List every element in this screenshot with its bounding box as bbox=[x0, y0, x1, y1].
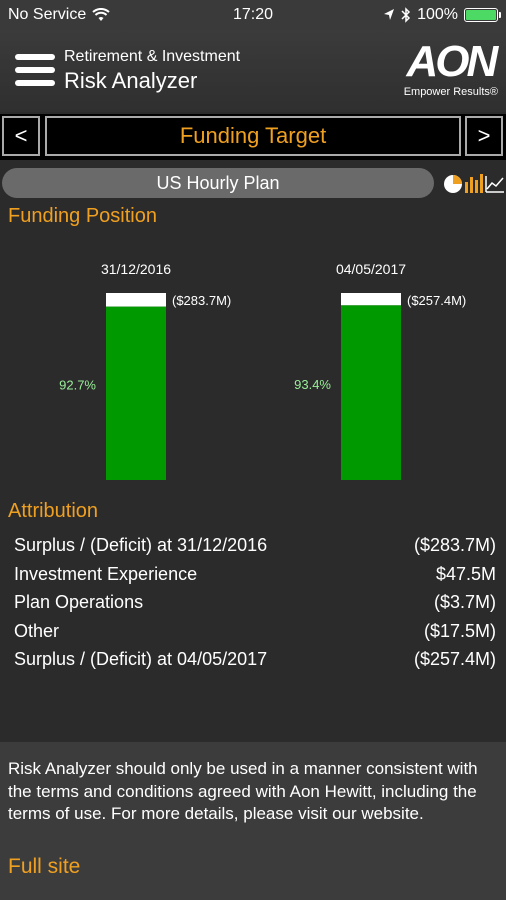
chart-type-icons[interactable] bbox=[442, 168, 506, 198]
full-site-link[interactable]: Full site bbox=[8, 855, 81, 878]
attribution-value: ($3.7M) bbox=[433, 592, 496, 612]
attribution-label: Other bbox=[14, 620, 60, 641]
attribution-label: Surplus / (Deficit) at 04/05/2017 bbox=[14, 649, 268, 669]
logo-wordmark: AON bbox=[406, 37, 498, 86]
attribution-label: Plan Operations bbox=[14, 592, 144, 612]
wifi-icon bbox=[92, 8, 110, 21]
app-title: Risk Analyzer bbox=[64, 68, 198, 93]
logo-tagline: Empower Results® bbox=[403, 86, 498, 98]
funded-percent-label: 92.7% bbox=[59, 378, 96, 393]
disclaimer-text: Risk Analyzer should only be used in a m… bbox=[8, 759, 478, 823]
plan-selector[interactable]: US Hourly Plan bbox=[2, 168, 434, 198]
funded-bar bbox=[341, 305, 401, 480]
attribution-value: ($283.7M) bbox=[413, 535, 496, 555]
attribution-label: Investment Experience bbox=[14, 563, 198, 584]
menu-bar-icon bbox=[15, 54, 55, 60]
pie-chart-icon[interactable] bbox=[444, 175, 462, 193]
attribution-value: ($257.4M) bbox=[413, 649, 496, 669]
app-header: Retirement & Investment Risk Analyzer AO… bbox=[0, 30, 506, 112]
page-navigation: < Funding Target > bbox=[0, 114, 506, 160]
funding-position-chart: 31/12/2016 ($283.7M) 92.7% 04/05/2017 ($257.… bbox=[59, 261, 466, 480]
battery-icon bbox=[464, 8, 501, 22]
attribution-row: Plan Operations ($3.7M) bbox=[14, 592, 496, 618]
attribution-row: Surplus / (Deficit) at 31/12/2016 ($283.7… bbox=[14, 535, 496, 561]
menu-bar-icon bbox=[15, 67, 55, 73]
disclaimer-panel: Risk Analyzer should only be used in a m… bbox=[0, 742, 506, 900]
battery-percent: 100% bbox=[417, 6, 458, 23]
attribution-row: Investment Experience $47.5M bbox=[14, 564, 496, 590]
bluetooth-icon bbox=[401, 7, 411, 23]
bar-chart-icon[interactable] bbox=[465, 174, 483, 193]
menu-bar-icon bbox=[15, 80, 55, 86]
attribution-value: ($17.5M) bbox=[423, 620, 496, 641]
attribution-value: $47.5M bbox=[435, 563, 496, 584]
line-chart-icon[interactable] bbox=[485, 176, 504, 193]
x-category-label: 31/12/2016 bbox=[101, 261, 171, 277]
x-category-label: 04/05/2017 bbox=[336, 261, 406, 277]
funding-position-title: Funding Position bbox=[8, 205, 157, 227]
next-page-button[interactable]: > bbox=[465, 116, 503, 156]
hamburger-menu-button[interactable] bbox=[15, 54, 55, 86]
attribution-row: Other ($17.5M) bbox=[14, 621, 496, 647]
app-subtitle: Retirement & Investment bbox=[64, 48, 241, 65]
aon-logo: AON Empower Results® bbox=[403, 37, 499, 99]
deficit-bar bbox=[341, 293, 401, 306]
deficit-bar bbox=[106, 293, 166, 307]
status-bar: No Service 17:20 100% bbox=[0, 0, 506, 30]
carrier-label: No Service bbox=[8, 6, 87, 23]
page-title: Funding Target bbox=[45, 116, 461, 156]
deficit-data-label: ($257.4M) bbox=[407, 293, 466, 308]
attribution-label: Surplus / (Deficit) at 31/12/2016 bbox=[14, 535, 268, 555]
attribution-row: Surplus / (Deficit) at 04/05/2017 ($257.4… bbox=[14, 649, 496, 675]
previous-page-button[interactable]: < bbox=[2, 116, 40, 156]
funded-percent-label: 93.4% bbox=[294, 377, 331, 392]
deficit-data-label: ($283.7M) bbox=[172, 293, 231, 308]
location-icon bbox=[384, 9, 395, 20]
attribution-title: Attribution bbox=[8, 500, 99, 522]
funded-bar bbox=[106, 306, 166, 480]
